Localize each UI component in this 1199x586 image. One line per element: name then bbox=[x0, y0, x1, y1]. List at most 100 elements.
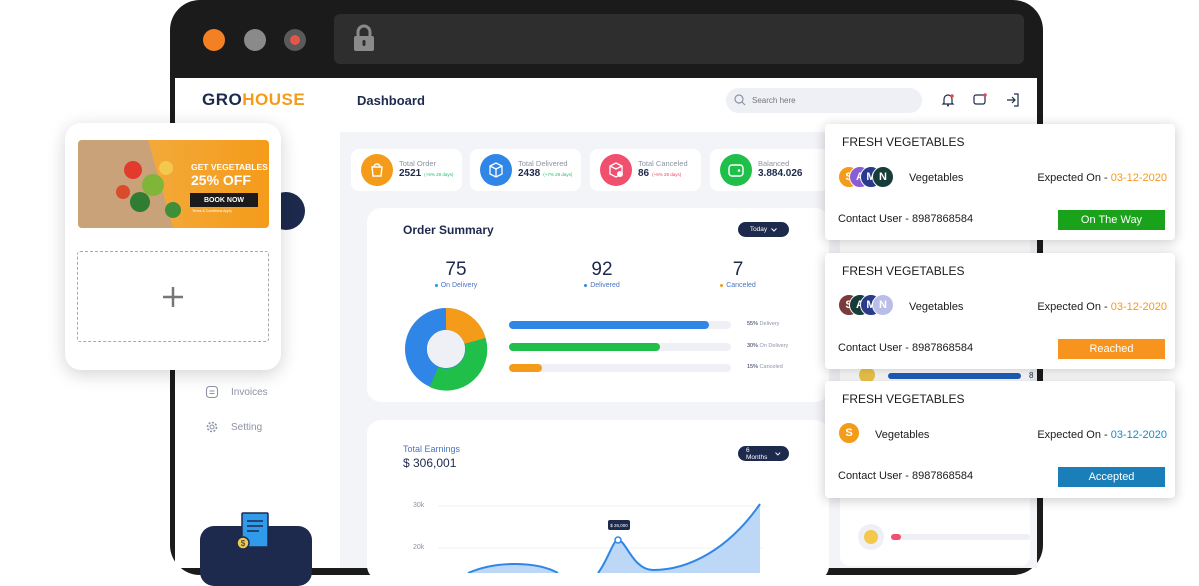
delivery-progress-fill bbox=[509, 321, 709, 329]
order-contact: Contact User - 8987868584 bbox=[838, 342, 974, 354]
box-cancel-icon bbox=[600, 154, 632, 186]
order-category: Vegetables bbox=[909, 172, 964, 184]
order-expected: Expected On - 03-12-2020 bbox=[1037, 301, 1167, 313]
bell-icon[interactable] bbox=[940, 92, 956, 108]
window-record-button[interactable] bbox=[284, 29, 306, 51]
add-banner-dropzone[interactable] bbox=[77, 251, 269, 342]
order-title: FRESH VEGETABLES bbox=[842, 135, 965, 149]
order-category: Vegetables bbox=[875, 429, 930, 441]
logo-part-2: HOUSE bbox=[242, 90, 306, 109]
lock-icon bbox=[354, 24, 374, 51]
book-now-button[interactable]: BOOK NOW bbox=[190, 193, 258, 207]
period-label: Today bbox=[749, 226, 768, 233]
delivery-percent: 55% Delivery bbox=[747, 321, 780, 327]
donut-canceled-segment bbox=[445, 307, 486, 345]
order-contact: Contact User - 8987868584 bbox=[838, 213, 974, 225]
box-icon bbox=[480, 154, 512, 186]
order-title: FRESH VEGETABLES bbox=[842, 392, 965, 406]
stat-card-total-canceled[interactable]: Total Canceled 86 (+6% 28 days) bbox=[590, 149, 701, 191]
order-title: FRESH VEGETABLES bbox=[842, 264, 965, 278]
canceled-count: 7 bbox=[732, 259, 744, 280]
stat-label: Total Order bbox=[399, 159, 437, 168]
promo-banner[interactable]: GET VEGETABLES 25% OFF BOOK NOW Terms & … bbox=[78, 140, 269, 228]
order-card[interactable]: FRESH VEGETABLES S Vegetables Expected O… bbox=[825, 381, 1175, 498]
earnings-period-dropdown[interactable]: 6 Months bbox=[738, 446, 789, 461]
list-progress-bar bbox=[888, 373, 1021, 379]
chart-highlight-point[interactable] bbox=[614, 536, 622, 544]
stat-value: 86 (+6% 28 days) bbox=[638, 168, 682, 179]
stat-value: 3.884.026 bbox=[758, 168, 803, 179]
on-delivery-label: On Delivery bbox=[406, 282, 506, 289]
status-badge[interactable]: Reached bbox=[1058, 339, 1165, 359]
order-expected: Expected On - 03-12-2020 bbox=[1037, 429, 1167, 441]
period-dropdown[interactable]: Today bbox=[738, 222, 789, 237]
earnings-value: $ 306,001 bbox=[403, 456, 457, 470]
y-axis-tick: 30k bbox=[413, 502, 425, 509]
on-delivery-percent: 30% On Delivery bbox=[747, 343, 789, 349]
page-title: Dashboard bbox=[357, 93, 425, 108]
promo-headline: GET VEGETABLES bbox=[191, 162, 268, 172]
search-icon bbox=[734, 94, 746, 106]
face-icon bbox=[864, 530, 878, 544]
delivered-count: 92 bbox=[591, 259, 613, 280]
stat-card-total-delivered[interactable]: Total Delivered 2438 (+7% 28 days) bbox=[470, 149, 581, 191]
earnings-title: Total Earnings bbox=[403, 444, 461, 454]
stat-label: Total Delivered bbox=[518, 159, 568, 168]
chat-icon[interactable] bbox=[972, 92, 988, 108]
search-box[interactable] bbox=[726, 88, 922, 113]
vegetables-bag-image bbox=[78, 140, 181, 228]
list-progress-bar bbox=[891, 534, 1030, 540]
logout-icon[interactable] bbox=[1005, 92, 1021, 108]
sidebar-item-label: Setting bbox=[231, 421, 263, 433]
order-category: Vegetables bbox=[909, 301, 964, 313]
earnings-line-chart: $ 26,000 bbox=[438, 503, 763, 573]
canceled-percent: 15% Canceled bbox=[747, 364, 783, 370]
order-card[interactable]: FRESH VEGETABLES S A M N Vegetables Expe… bbox=[825, 253, 1175, 369]
brand-logo[interactable]: GROHOUSE bbox=[202, 90, 305, 110]
chevron-down-icon bbox=[775, 451, 781, 456]
canceled-progress-bar bbox=[509, 364, 731, 372]
stat-label: Total Canceled bbox=[638, 159, 688, 168]
promo-terms: Terms & Conditions Apply bbox=[192, 209, 232, 213]
plus-icon bbox=[163, 287, 183, 307]
delivery-progress-bar bbox=[509, 321, 731, 329]
invoice-icon bbox=[205, 385, 219, 399]
status-badge[interactable]: On The Way bbox=[1058, 210, 1165, 230]
chevron-down-icon bbox=[771, 227, 778, 232]
face-icon bbox=[859, 367, 875, 383]
stat-card-balanced[interactable]: Balanced 3.884.026 bbox=[710, 149, 830, 191]
avatar: N bbox=[872, 166, 894, 188]
stat-value: 2438 (+7% 28 days) bbox=[518, 168, 573, 179]
promo-discount: 25% OFF bbox=[191, 172, 251, 188]
order-donut-chart bbox=[405, 307, 488, 391]
y-axis-tick: 20k bbox=[413, 544, 425, 551]
list-row-number: 8 bbox=[1029, 371, 1034, 380]
sidebar-item-setting[interactable]: Setting bbox=[205, 420, 262, 434]
delivered-label: Delivered bbox=[552, 282, 652, 289]
order-card[interactable]: FRESH VEGETABLES S A M N Vegetables Expe… bbox=[825, 124, 1175, 240]
on-delivery-progress-bar bbox=[509, 343, 731, 351]
order-contact: Contact User - 8987868584 bbox=[838, 470, 974, 482]
stat-value: 2521 (+5% 28 days) bbox=[399, 168, 454, 179]
window-minimize-button[interactable] bbox=[244, 29, 266, 51]
wallet-icon bbox=[720, 154, 752, 186]
order-summary-title: Order Summary bbox=[403, 223, 494, 237]
sidebar-item-label: Invoices bbox=[231, 386, 268, 398]
list-progress-fill bbox=[891, 534, 901, 540]
chart-tooltip: $ 26,000 bbox=[610, 523, 628, 528]
window-close-button[interactable] bbox=[203, 29, 225, 51]
donut-on-delivery-segment bbox=[429, 337, 488, 391]
status-badge[interactable]: Accepted bbox=[1058, 467, 1165, 487]
on-delivery-progress-fill bbox=[509, 343, 660, 351]
receipt-icon: $ bbox=[236, 512, 269, 550]
on-delivery-count: 75 bbox=[445, 259, 467, 280]
avatar: S bbox=[838, 422, 860, 444]
address-bar[interactable] bbox=[334, 14, 1024, 64]
bag-icon bbox=[361, 154, 393, 186]
sidebar-item-invoices[interactable]: Invoices bbox=[205, 385, 268, 399]
canceled-label: Canceled bbox=[688, 282, 788, 289]
svg-text:$: $ bbox=[241, 539, 246, 548]
canceled-progress-fill bbox=[509, 364, 543, 372]
stat-card-total-order[interactable]: Total Order 2521 (+5% 28 days) bbox=[351, 149, 462, 191]
search-input[interactable] bbox=[750, 91, 910, 109]
